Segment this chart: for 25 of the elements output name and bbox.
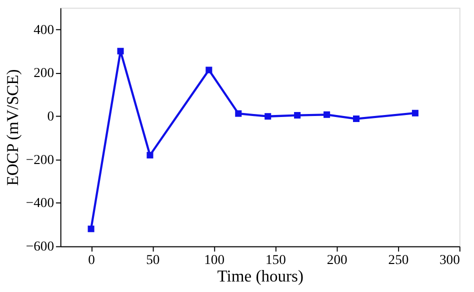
x-tick-label: 100 xyxy=(204,252,225,268)
y-tick-label: −600 xyxy=(26,238,54,254)
point xyxy=(88,226,94,232)
y-tick-label: 400 xyxy=(34,22,54,37)
y-tick-label: 0 xyxy=(47,108,54,124)
x-tick-label: 300 xyxy=(439,252,460,268)
x-axis-title: Time (hours) xyxy=(217,266,304,286)
y-tick-label: −400 xyxy=(26,195,54,210)
point xyxy=(117,48,124,54)
point xyxy=(412,110,418,116)
point xyxy=(324,111,330,118)
point xyxy=(294,112,301,119)
y-tick-label: 200 xyxy=(34,65,54,80)
y-axis-title: EOCP (mV/SCE) xyxy=(3,69,22,186)
x-tick-label: 150 xyxy=(265,252,286,268)
x-tick-label: 50 xyxy=(146,252,160,268)
x-tick-label: 200 xyxy=(326,252,348,268)
x-tick-label: 250 xyxy=(388,252,409,268)
point xyxy=(206,66,212,74)
y-tick-label: −200 xyxy=(26,152,54,167)
point xyxy=(352,115,360,122)
point xyxy=(146,152,154,158)
point xyxy=(235,110,242,117)
x-tick-label: 0 xyxy=(88,252,96,268)
point xyxy=(264,113,272,120)
